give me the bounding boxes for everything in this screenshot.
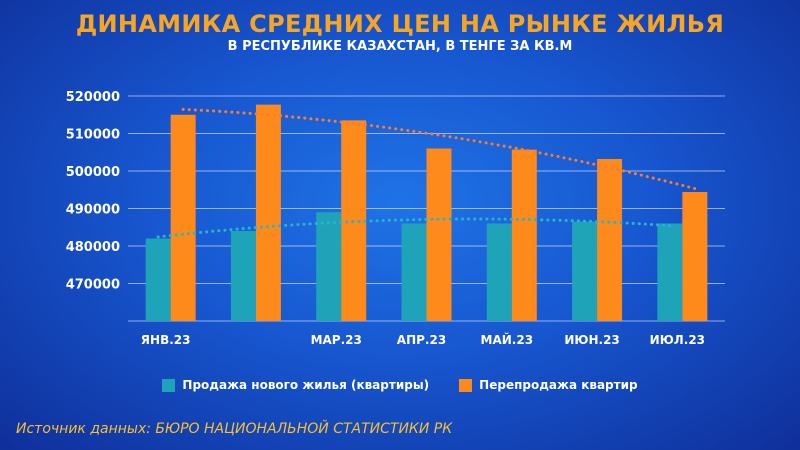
trendlines [156, 107, 697, 239]
bar-resale [426, 148, 452, 321]
y-tick-label: 520000 [66, 90, 120, 105]
x-tick-label: АПР.23 [397, 333, 446, 347]
x-axis-ticks: ЯНВ.23 МАР.23 АПР.23 МАЙ.23 ИЮН.23 ИЮЛ.23 [141, 332, 705, 347]
bar-new-housing [572, 221, 598, 321]
y-tick-label: 510000 [66, 128, 120, 143]
chart-subtitle: В РЕСПУБЛИКЕ КАЗАХСТАН, В ТЕНГЕ ЗА КВ.М [227, 39, 573, 54]
y-tick-label: 470000 [66, 278, 120, 293]
legend-swatch-resale [459, 378, 473, 392]
trendline-new-housing [156, 217, 672, 239]
bar-resale [170, 114, 196, 321]
legend-label-resale: Перепродажа квартир [479, 378, 638, 392]
bar-new-housing [316, 212, 342, 321]
bar-new-housing [230, 231, 256, 321]
y-tick-label: 500000 [66, 165, 120, 180]
y-axis-ticks: 520000 510000 500000 490000 480000 470000 [66, 90, 120, 293]
x-tick-label: МАЙ.23 [481, 332, 534, 347]
bar-new-housing [486, 223, 512, 321]
bar-new-housing [401, 223, 427, 321]
legend: Продажа нового жилья (квартиры) Перепрод… [0, 378, 800, 392]
bar-resale [255, 104, 281, 321]
trendline-resale [181, 107, 697, 191]
x-tick-label: ИЮН.23 [564, 333, 619, 347]
bar-resale [682, 192, 708, 321]
source-note: Источник данных: БЮРО НАЦИОНАЛЬНОЙ СТАТИ… [16, 421, 453, 437]
x-tick-label: ИЮЛ.23 [650, 333, 705, 347]
x-tick-label: МАР.23 [311, 333, 362, 347]
legend-swatch-new-housing [162, 378, 176, 392]
bar-resale [597, 159, 623, 321]
bar-new-housing [657, 223, 683, 321]
legend-item-resale: Перепродажа квартир [459, 378, 638, 392]
y-tick-label: 490000 [66, 203, 120, 218]
y-tick-label: 480000 [66, 240, 120, 255]
bars [145, 104, 708, 321]
bar-resale [511, 149, 537, 321]
bar-new-housing [145, 238, 171, 321]
chart-title: ДИНАМИКА СРЕДНИХ ЦЕН НА РЫНКЕ ЖИЛЬЯ [75, 10, 725, 38]
legend-item-new-housing: Продажа нового жилья (квартиры) [162, 378, 429, 392]
legend-label-new-housing: Продажа нового жилья (квартиры) [182, 378, 430, 392]
x-tick-label: ЯНВ.23 [141, 333, 191, 347]
